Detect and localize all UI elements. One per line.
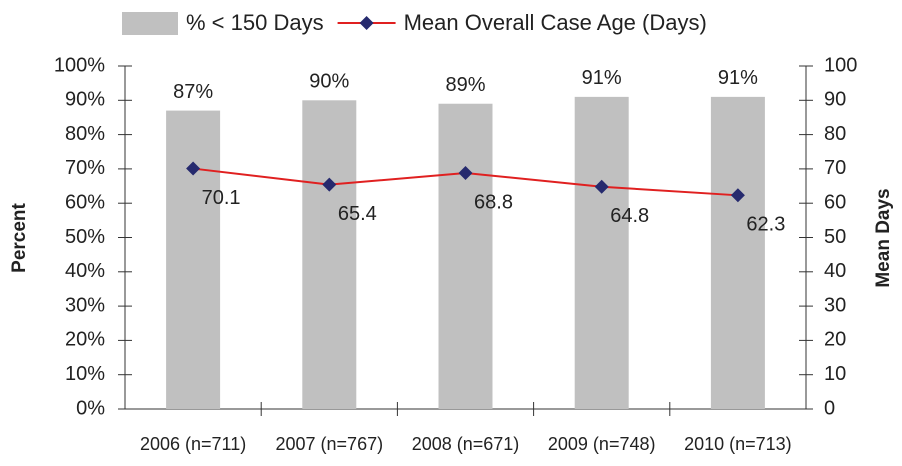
marker: [322, 177, 337, 192]
x-tick-label: 2006 (n=711): [140, 434, 246, 454]
y-tick-label: 40%: [65, 260, 105, 282]
y2-tick-label: 60: [824, 191, 846, 213]
line-value-label: 65.4: [338, 203, 377, 225]
y2-tick-label: 10: [824, 363, 846, 385]
x-tick-label: 2010 (n=713): [684, 434, 792, 454]
y-tick-label: 90%: [65, 89, 105, 111]
y2-axis-title: Mean Days: [873, 188, 894, 287]
bar-value-label: 91%: [718, 67, 758, 89]
y-tick-label: 80%: [65, 123, 105, 145]
y-tick-label: 70%: [65, 157, 105, 179]
y2-tick-label: 90: [824, 89, 846, 111]
bar: [710, 96, 765, 410]
bar: [574, 96, 629, 410]
marker: [186, 161, 201, 176]
bar-value-label: 91%: [582, 67, 622, 89]
y2-tick-label: 50: [824, 226, 846, 248]
y-tick-label: 60%: [65, 191, 105, 213]
bar: [302, 100, 357, 410]
y2-tick-label: 0: [824, 397, 835, 419]
x-tick-label: 2007 (n=767): [276, 434, 384, 454]
bar-value-label: 87%: [173, 81, 213, 103]
marker: [458, 166, 473, 181]
bar: [438, 103, 493, 409]
y-tick-label: 100%: [54, 54, 105, 76]
line-value-label: 64.8: [610, 205, 649, 227]
marker: [594, 179, 609, 194]
y2-tick-label: 30: [824, 294, 846, 316]
bar-value-label: 90%: [309, 71, 349, 93]
y-tick-label: 50%: [65, 226, 105, 248]
legend-label: % < 150 Days: [186, 10, 324, 35]
y-tick-label: 0%: [76, 397, 105, 419]
legend-marker: [359, 16, 374, 30]
bar: [166, 110, 221, 409]
y2-tick-label: 20: [824, 329, 846, 351]
y-tick-label: 30%: [65, 294, 105, 316]
line-value-label: 62.3: [746, 214, 785, 236]
x-tick-label: 2008 (n=671): [412, 434, 520, 454]
y2-tick-label: 40: [824, 260, 846, 282]
y-tick-label: 10%: [65, 363, 105, 385]
line-value-label: 70.1: [202, 187, 241, 209]
y-tick-label: 20%: [65, 329, 105, 351]
y2-tick-label: 100: [824, 54, 857, 76]
marker: [730, 188, 745, 203]
line-value-label: 68.8: [474, 191, 513, 213]
y-axis-title: Percent: [9, 202, 30, 272]
y2-tick-label: 80: [824, 123, 846, 145]
x-tick-label: 2009 (n=748): [548, 434, 656, 454]
bar-value-label: 89%: [445, 74, 485, 96]
legend-swatch: [122, 12, 178, 35]
y2-tick-label: 70: [824, 157, 846, 179]
legend-label: Mean Overall Case Age (Days): [404, 10, 707, 35]
